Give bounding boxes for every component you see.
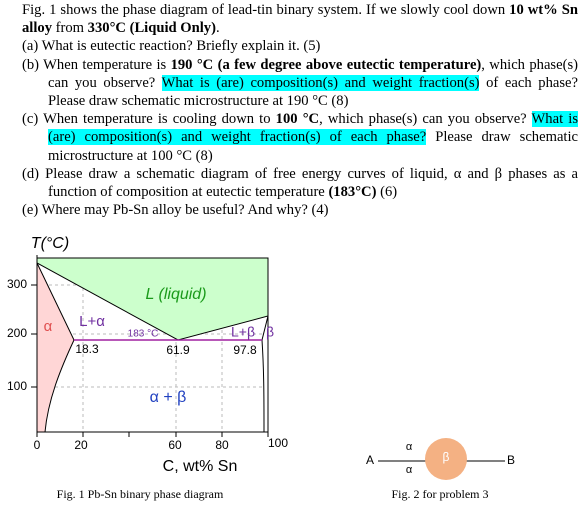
text: Please draw schematic microstructure at … bbox=[48, 129, 579, 164]
text: , which phase(s) can you observe? bbox=[319, 111, 532, 128]
y-tick-label: 300 bbox=[7, 277, 27, 291]
eutectic-temperature: 183 °C bbox=[128, 329, 159, 340]
text: Where may Pb-Sn alloy be useful? And why… bbox=[41, 202, 329, 219]
text: 10 wt% Sn alloy bbox=[22, 2, 578, 37]
region-label: L+α bbox=[79, 313, 105, 330]
label: (a) bbox=[22, 38, 39, 55]
intro: Fig. 1 shows the phase diagram of lead-t… bbox=[22, 1, 578, 37]
phase-label: β bbox=[443, 450, 450, 464]
text: When temperature is bbox=[43, 56, 171, 73]
text: of each phase? Please draw schematic mic… bbox=[48, 74, 578, 110]
x-tick-label: 80 bbox=[215, 438, 229, 452]
item: (c) When temperature is cooling down to … bbox=[22, 110, 578, 165]
composition-label: 18.3 bbox=[75, 342, 99, 356]
highlight: What is (are) composition(s) and weight … bbox=[161, 74, 480, 91]
beta-particle bbox=[425, 438, 467, 480]
item: (d) Please draw a schematic diagram of f… bbox=[22, 165, 578, 201]
x-tick-label: 20 bbox=[74, 438, 88, 452]
label: (d) bbox=[22, 165, 40, 182]
x-axis-label: C, wt% Sn bbox=[163, 458, 238, 475]
region-label: β bbox=[266, 324, 274, 340]
text: What is eutectic reaction? Briefly expla… bbox=[41, 38, 321, 55]
y-axis-label: T(°C) bbox=[31, 235, 69, 252]
text: , which phase(s) can you observe? bbox=[48, 56, 578, 91]
label: (e) bbox=[22, 202, 39, 219]
text: Please draw a schematic diagram of free … bbox=[45, 165, 578, 201]
phase-label: α bbox=[406, 464, 413, 476]
text: When temperature is cooling down to bbox=[43, 111, 276, 128]
caption: Fig. 1 Pb-Sn binary phase diagram bbox=[57, 487, 224, 501]
end-label: B bbox=[507, 453, 515, 467]
alpha-region bbox=[36, 262, 75, 433]
problem-text: Fig. 1 shows the phase diagram of lead-t… bbox=[22, 1, 578, 219]
region-label: L+β bbox=[231, 324, 255, 340]
y-tick-label: 200 bbox=[7, 326, 27, 340]
label: (c) bbox=[22, 111, 39, 128]
item: (e) Where may Pb-Sn alloy be useful? And… bbox=[22, 201, 578, 219]
text: from bbox=[52, 20, 88, 37]
composition-label: 97.8 bbox=[233, 343, 257, 357]
label: (b) bbox=[22, 56, 40, 73]
x-tick-label: 100 bbox=[268, 436, 288, 450]
ticks bbox=[31, 284, 269, 437]
text: 190 °C (a few degree above eutectic temp… bbox=[170, 56, 482, 73]
text: (183°C) bbox=[328, 184, 377, 201]
text: Fig. 1 shows the phase diagram of lead-t… bbox=[22, 2, 510, 18]
phase-label: α bbox=[406, 441, 413, 453]
region-label: L (liquid) bbox=[145, 286, 206, 303]
composition-label: 61.9 bbox=[166, 343, 190, 357]
x-tick-label: 0 bbox=[34, 438, 41, 452]
end-label: A bbox=[366, 453, 374, 467]
region-label: α bbox=[44, 318, 53, 335]
item: (b) When temperature is 190 °C (a few de… bbox=[22, 56, 578, 111]
text: . bbox=[215, 20, 220, 37]
text: (6) bbox=[376, 184, 398, 201]
y-tick-label: 100 bbox=[7, 379, 27, 393]
item: (a) What is eutectic reaction? Briefly e… bbox=[22, 37, 578, 55]
x-tick-label: 60 bbox=[168, 438, 182, 452]
caption: Fig. 2 for problem 3 bbox=[392, 487, 489, 501]
text: 330°C (Liquid Only) bbox=[87, 20, 216, 37]
region-label: α + β bbox=[150, 389, 187, 406]
text: 100 °C bbox=[275, 111, 320, 128]
